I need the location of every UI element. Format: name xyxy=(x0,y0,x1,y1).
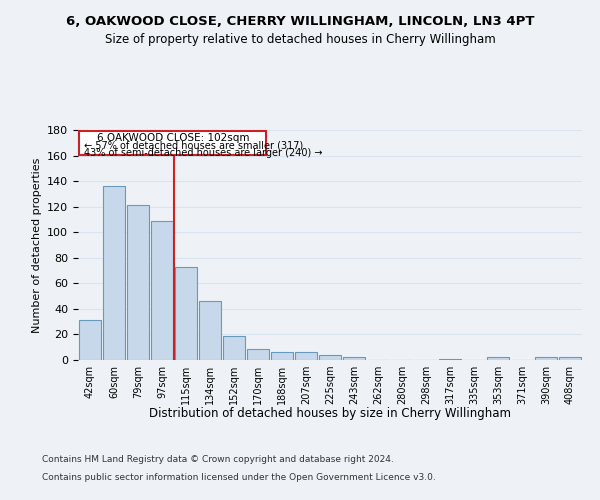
Bar xyxy=(103,186,125,360)
Text: 43% of semi-detached houses are larger (240) →: 43% of semi-detached houses are larger (… xyxy=(84,148,323,158)
Bar xyxy=(247,348,269,360)
Bar xyxy=(439,358,461,360)
Bar xyxy=(271,352,293,360)
Bar xyxy=(559,358,581,360)
FancyBboxPatch shape xyxy=(79,132,266,155)
Bar xyxy=(199,301,221,360)
Bar xyxy=(175,266,197,360)
Y-axis label: Number of detached properties: Number of detached properties xyxy=(32,158,41,332)
Bar xyxy=(127,206,149,360)
Bar xyxy=(79,320,101,360)
Text: Size of property relative to detached houses in Cherry Willingham: Size of property relative to detached ho… xyxy=(104,32,496,46)
Bar xyxy=(295,352,317,360)
Bar xyxy=(319,355,341,360)
Bar xyxy=(223,336,245,360)
Text: 6 OAKWOOD CLOSE: 102sqm: 6 OAKWOOD CLOSE: 102sqm xyxy=(97,133,249,143)
Bar xyxy=(535,358,557,360)
Text: Contains public sector information licensed under the Open Government Licence v3: Contains public sector information licen… xyxy=(42,472,436,482)
Bar xyxy=(487,358,509,360)
Text: 6, OAKWOOD CLOSE, CHERRY WILLINGHAM, LINCOLN, LN3 4PT: 6, OAKWOOD CLOSE, CHERRY WILLINGHAM, LIN… xyxy=(66,15,534,28)
Bar xyxy=(151,220,173,360)
Text: ← 57% of detached houses are smaller (317): ← 57% of detached houses are smaller (31… xyxy=(84,140,303,150)
Text: Contains HM Land Registry data © Crown copyright and database right 2024.: Contains HM Land Registry data © Crown c… xyxy=(42,455,394,464)
Text: Distribution of detached houses by size in Cherry Willingham: Distribution of detached houses by size … xyxy=(149,408,511,420)
Bar xyxy=(343,358,365,360)
